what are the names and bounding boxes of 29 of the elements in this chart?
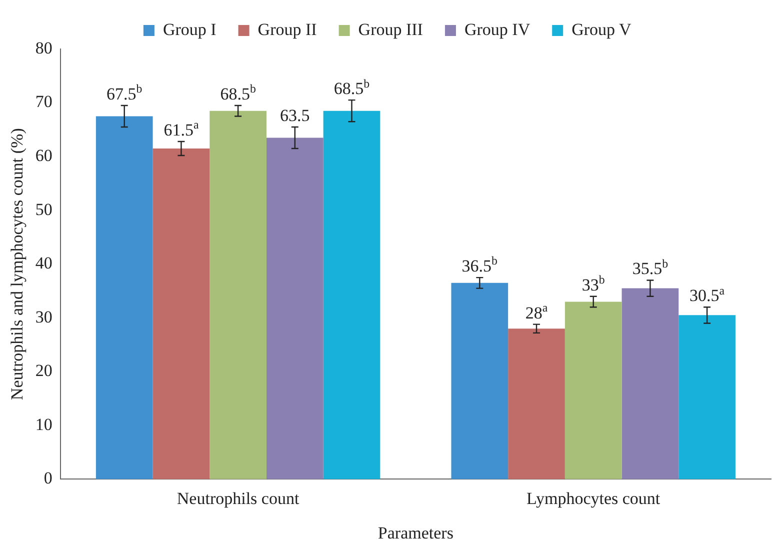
legend-label: Group I [162,20,217,39]
legend-label: Group II [258,20,318,39]
x-axis-title: Parameters [378,523,454,542]
bar [210,110,266,480]
y-tick-label: 0 [44,468,52,488]
y-tick-label: 50 [35,200,52,219]
y-tick-label: 20 [35,361,52,380]
legend-label: Group V [572,20,632,39]
x-tick-label: Neutrophils count [176,488,300,508]
y-tick-label: 80 [35,38,52,58]
bar [152,148,210,480]
legend-label: Group III [358,20,424,39]
bar [678,315,736,480]
bar [96,116,153,480]
y-tick-label: 10 [35,414,52,434]
bar [451,282,508,480]
x-tick-label: Lymphocytes count [526,488,660,508]
y-tick-label: 70 [35,92,52,112]
y-tick-label: 40 [35,254,52,273]
bar [266,138,324,480]
bar [508,328,565,480]
bar [564,302,622,480]
y-tick-label: 30 [35,307,52,326]
data-label: 63.5 [280,106,310,125]
bar [323,110,380,480]
legend-label: Group IV [464,20,531,39]
y-axis-title: Neutrophils and lymphocytes count (%) [8,128,27,400]
y-tick-label: 60 [35,146,52,166]
bar [622,288,679,480]
